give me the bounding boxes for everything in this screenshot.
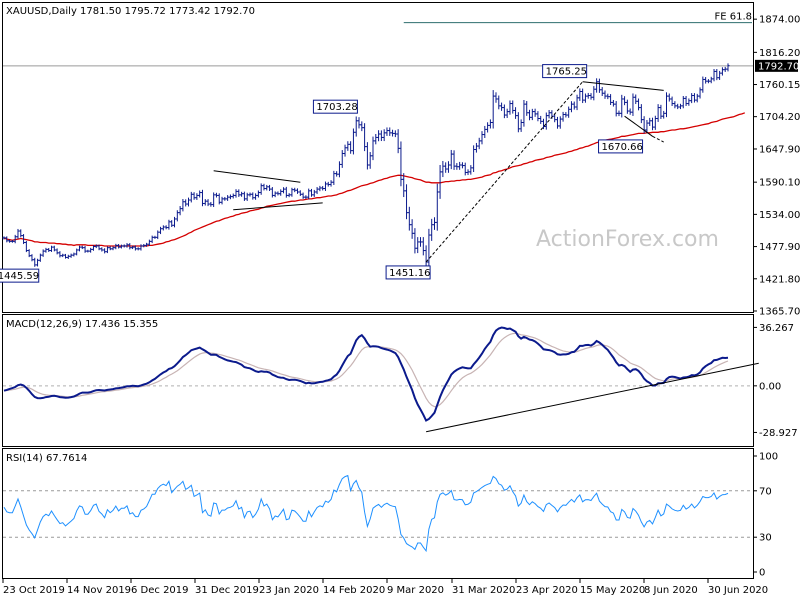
macd-pane (2, 314, 754, 447)
price-trendlines (213, 81, 664, 263)
date-axis-tick-label: 14 Feb 2020 (323, 585, 385, 596)
fe-label: FE 61.8 (714, 12, 752, 23)
date-axis-tick-label: 6 Dec 2019 (131, 585, 189, 596)
rsi-pane (2, 448, 754, 579)
price-axis-tick-label: 1816.20 (759, 48, 800, 59)
date-axis-tick-label: 23 Apr 2020 (516, 585, 578, 596)
price-axis-tick-label: 1647.90 (759, 144, 800, 155)
macd-signal-line (3, 332, 729, 408)
price-annotation-label: 1703.28 (316, 102, 357, 113)
price-axis-tick-label: 1477.90 (759, 242, 800, 253)
price-axis: 1874.00 1816.20 1760.15 1704.20 1647.90 1590.… (753, 15, 800, 318)
rsi-axis: 100 70 30 0 (753, 452, 778, 579)
price-trendline (213, 170, 301, 183)
macd-axis-tick-label: 0.00 (759, 381, 781, 392)
macd-trendline (425, 362, 759, 433)
macd-label: MACD(12,26,9) 17.436 15.355 (6, 319, 158, 330)
price-bar (726, 63, 730, 72)
date-axis-tick-label: 8 Jun 2020 (644, 585, 698, 596)
price-axis-tick-label: 1421.80 (759, 274, 800, 285)
last-price-label: 1792.70 (758, 61, 799, 72)
macd-axis-tick-label: -28.927 (759, 428, 798, 439)
rsi-axis-tick-label: 30 (759, 533, 772, 544)
price-annotation-box (598, 139, 644, 154)
rsi-line (3, 474, 729, 553)
macd-axis: 36.267 0.00 -28.927 (753, 323, 798, 439)
rsi-axis-tick-label: 0 (759, 568, 765, 579)
date-axis: 23 Oct 2019 14 Nov 2019 6 Dec 2019 31 Dec 2… (2, 579, 768, 596)
price-trendline (582, 81, 664, 91)
price-annotations: 1445.59 1703.28 1451.16 1765.25 1670.66 (0, 64, 644, 283)
date-axis-tick-label: 23 Jan 2020 (259, 585, 319, 596)
last-price-tag (755, 59, 798, 72)
price-annotation-box (385, 265, 431, 280)
watermark: ActionForex.com (536, 227, 719, 252)
price-annotation-label: 1765.25 (546, 67, 587, 78)
price-bars (2, 63, 730, 269)
price-annotation-label: 1451.16 (389, 268, 430, 279)
rsi-label: RSI(14) 67.7614 (6, 453, 87, 464)
price-axis-tick-label: 1874.00 (759, 15, 800, 26)
price-annotation-box (312, 99, 358, 114)
date-axis-tick-label: 15 May 2020 (580, 585, 645, 596)
macd-line (3, 326, 729, 422)
rsi-level-lines (3, 490, 753, 538)
date-axis-tick-label: 31 Dec 2019 (195, 585, 259, 596)
date-axis-tick-label: 14 Nov 2019 (67, 585, 131, 596)
price-axis-tick-label: 1590.10 (759, 178, 800, 189)
price-axis-tick-label: 1704.20 (759, 112, 800, 123)
date-axis-tick-label: 31 Mar 2020 (452, 585, 515, 596)
price-trendline (624, 115, 653, 137)
price-axis-tick-label: 1534.00 (759, 210, 800, 221)
rsi-axis-tick-label: 100 (759, 452, 778, 463)
price-trendline (652, 135, 664, 143)
price-annotation-label: 1670.66 (602, 142, 643, 153)
date-axis-tick-label: 9 Mar 2020 (387, 585, 444, 596)
macd-axis-tick-label: 36.267 (759, 323, 794, 334)
price-trendline (233, 202, 323, 211)
price-axis-tick-label: 1365.70 (759, 307, 800, 318)
price-annotation-label: 1445.59 (0, 271, 39, 282)
price-annotation-box (0, 268, 40, 283)
rsi-axis-tick-label: 70 (759, 486, 772, 497)
price-annotation-box (542, 64, 588, 79)
price-pane (2, 2, 754, 313)
date-axis-tick-label: 30 Jun 2020 (708, 585, 768, 596)
date-axis-tick-label: 23 Oct 2019 (3, 585, 65, 596)
price-axis-tick-label: 1760.15 (759, 80, 800, 91)
symbol-header: XAUUSD,Daily 1781.50 1795.72 1773.42 179… (6, 6, 255, 17)
